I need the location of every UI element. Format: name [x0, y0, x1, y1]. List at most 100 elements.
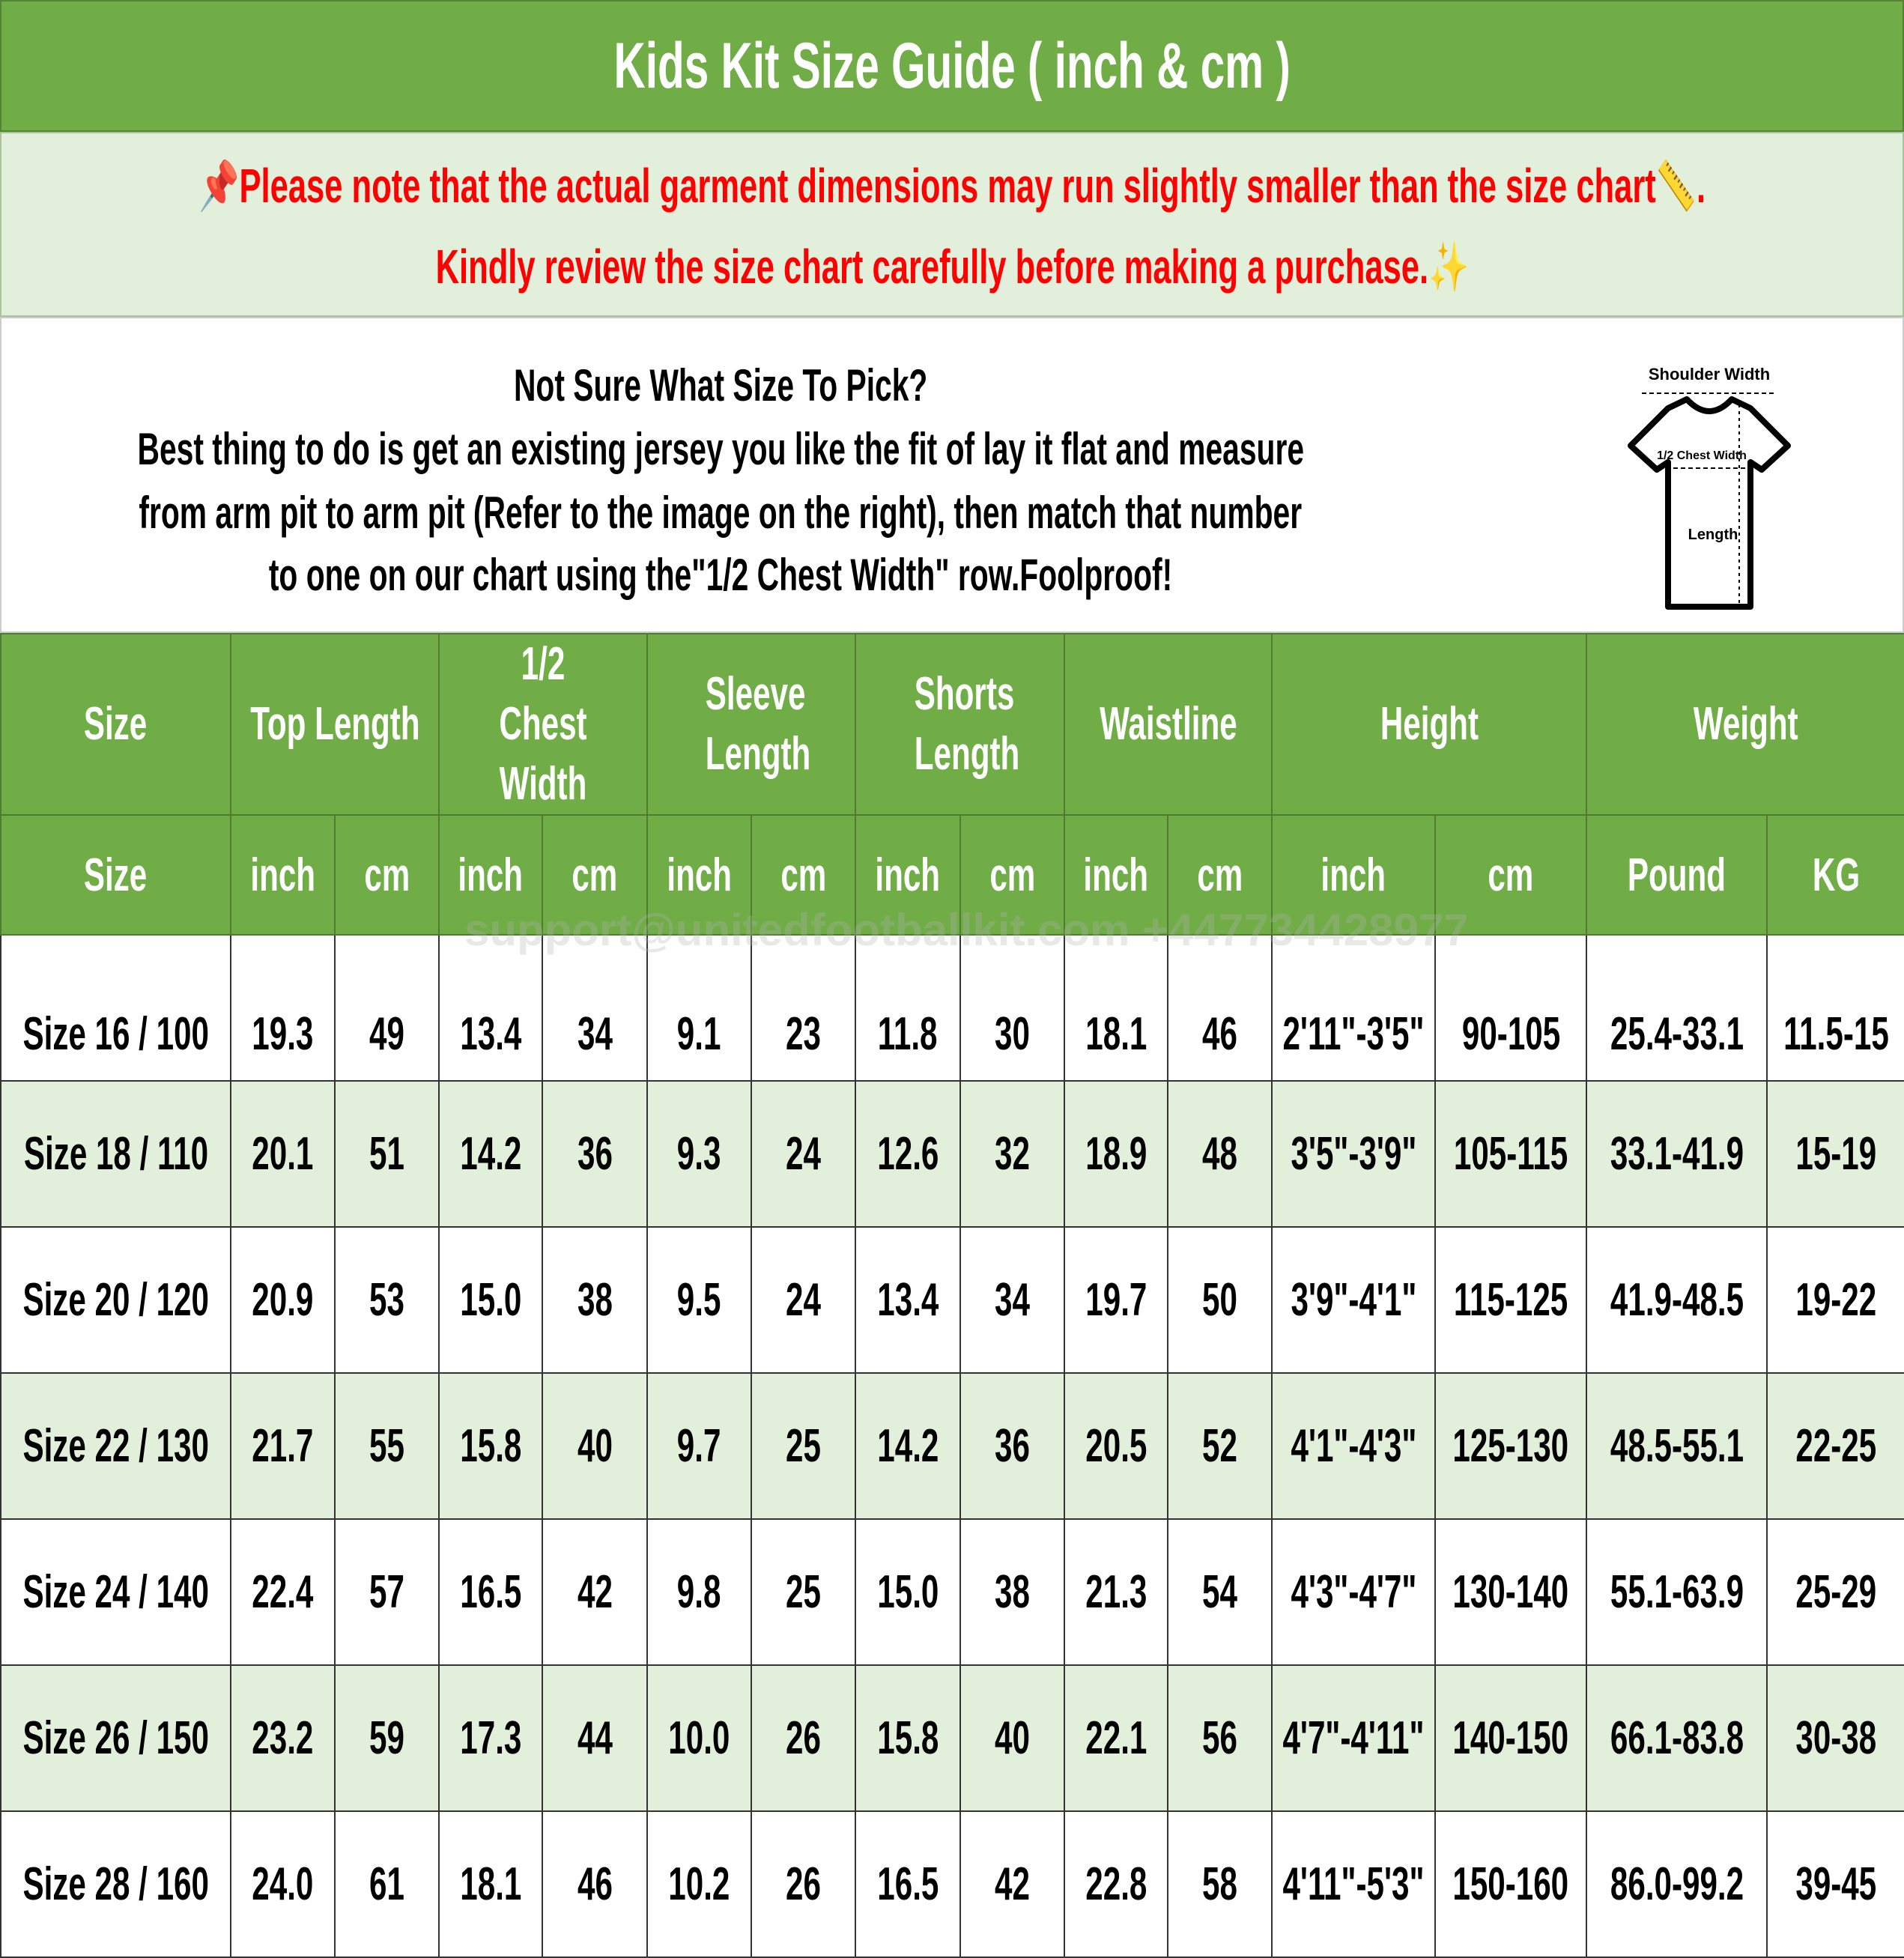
- size-cell: Size 18 / 110: [0, 1080, 231, 1228]
- chest-width-label: 1/2 Chest Width: [1657, 449, 1747, 462]
- unit-header: cm: [542, 814, 649, 936]
- value-cell: 32: [959, 1080, 1066, 1228]
- value-cell: 9.7: [646, 1372, 753, 1520]
- value-cell: 86.0-99.2: [1586, 1810, 1768, 1958]
- header-row-units: Size inch cm inch cm inch cm inch cm inch cm inch cm…: [0, 814, 1904, 936]
- value-cell: 38: [542, 1226, 649, 1374]
- column-group-header: 1/2 Chest Width: [438, 633, 649, 816]
- unit-header: Size: [0, 814, 231, 936]
- value-cell: 41.9-48.5: [1586, 1226, 1768, 1374]
- value-cell: 56: [1167, 1664, 1273, 1812]
- value-cell: 24.0: [230, 1810, 336, 1958]
- value-cell: 55: [333, 1372, 440, 1520]
- value-cell: 26: [751, 1810, 857, 1958]
- unit-header: inch: [230, 814, 336, 936]
- value-cell: 3'5"-3'9": [1271, 1080, 1437, 1228]
- value-cell: 18.1: [438, 1810, 544, 1958]
- value-cell: 9.3: [646, 1080, 753, 1228]
- column-group-header: Size: [0, 633, 231, 816]
- value-cell: 30: [959, 934, 1066, 1082]
- value-cell: 25: [751, 1518, 857, 1666]
- info-line: to one on our chart using the"1/2 Chest …: [268, 550, 1173, 600]
- size-cell: Size 26 / 150: [0, 1664, 231, 1812]
- value-cell: 15.0: [438, 1226, 544, 1374]
- value-cell: 42: [542, 1518, 649, 1666]
- notice-banner: 📌Please note that the actual garment dim…: [0, 132, 1904, 317]
- info-line: Best thing to do is get an existing jers…: [137, 424, 1304, 474]
- value-cell: 18.9: [1064, 1080, 1169, 1228]
- pushpin-icon: 📌: [198, 159, 240, 213]
- column-group-header: Top Length: [229, 633, 440, 816]
- value-cell: 22-25: [1766, 1372, 1904, 1520]
- value-cell: 11.8: [855, 934, 962, 1082]
- value-cell: 15.8: [855, 1664, 962, 1812]
- value-cell: 36: [542, 1080, 649, 1228]
- column-group-header: Shorts Length: [855, 633, 1066, 816]
- value-cell: 20.5: [1064, 1372, 1169, 1520]
- value-cell: 61: [333, 1810, 440, 1958]
- value-cell: 36: [959, 1372, 1066, 1520]
- value-cell: 16.5: [438, 1518, 544, 1666]
- value-cell: 4'3"-4'7": [1271, 1518, 1437, 1666]
- table-row: Size 22 / 130 21.7 55 15.8 40 9.7 25 14.2 36 20.5…: [0, 1372, 1904, 1520]
- value-cell: 52: [1167, 1372, 1273, 1520]
- size-cell: Size 22 / 130: [0, 1372, 231, 1520]
- value-cell: 22.4: [230, 1518, 336, 1666]
- value-cell: 25.4-33.1: [1586, 934, 1768, 1082]
- value-cell: 9.1: [646, 934, 753, 1082]
- value-cell: 44: [542, 1664, 649, 1812]
- value-cell: 4'11"-5'3": [1271, 1810, 1437, 1958]
- unit-header: inch: [855, 814, 962, 936]
- value-cell: 40: [542, 1372, 649, 1520]
- value-cell: 90-105: [1434, 934, 1588, 1082]
- value-cell: 51: [333, 1080, 440, 1228]
- value-cell: 140-150: [1434, 1664, 1588, 1812]
- value-cell: 48: [1167, 1080, 1273, 1228]
- value-cell: 4'7"-4'11": [1271, 1664, 1437, 1812]
- value-cell: 33.1-41.9: [1586, 1080, 1768, 1228]
- value-cell: 46: [1167, 934, 1273, 1082]
- value-cell: 22.1: [1064, 1664, 1169, 1812]
- value-cell: 42: [959, 1810, 1066, 1958]
- tshirt-diagram-icon: Shoulder Width 1/2 Chest Width Length: [1628, 365, 1791, 610]
- shoulder-width-label: Shoulder Width: [1649, 365, 1770, 384]
- value-cell: 130-140: [1434, 1518, 1588, 1666]
- value-cell: 13.4: [855, 1226, 962, 1374]
- value-cell: 10.0: [646, 1664, 753, 1812]
- value-cell: 10.2: [646, 1810, 753, 1958]
- sparkles-icon: ✨: [1428, 240, 1469, 294]
- unit-header: inch: [646, 814, 753, 936]
- value-cell: 49: [333, 934, 440, 1082]
- length-label: Length: [1688, 527, 1738, 543]
- value-cell: 40: [959, 1664, 1066, 1812]
- table-row: Size 26 / 150 23.2 59 17.3 44 10.0 26 15.8 40 22.…: [0, 1664, 1904, 1812]
- value-cell: 24: [751, 1226, 857, 1374]
- value-cell: 54: [1167, 1518, 1273, 1666]
- column-group-header: Height: [1271, 633, 1588, 816]
- info-heading: Not Sure What Size To Pick?: [513, 360, 928, 410]
- info-line: from arm pit to arm pit (Refer to the im…: [139, 488, 1303, 538]
- size-cell: Size 28 / 160: [0, 1810, 231, 1958]
- value-cell: 13.4: [438, 934, 544, 1082]
- value-cell: 22.8: [1064, 1810, 1169, 1958]
- value-cell: 17.3: [438, 1664, 544, 1812]
- unit-header: inch: [438, 814, 544, 936]
- value-cell: 20.9: [230, 1226, 336, 1374]
- table-row: Size 28 / 160 24.0 61 18.1 46 10.2 26 16.5 42 22.…: [0, 1810, 1904, 1958]
- value-cell: 53: [333, 1226, 440, 1374]
- size-cell: Size 20 / 120: [0, 1226, 231, 1374]
- table-row: Size 24 / 140 22.4 57 16.5 42 9.8 25 15.0 38 21.3…: [0, 1518, 1904, 1666]
- value-cell: 25-29: [1766, 1518, 1904, 1666]
- unit-header: cm: [333, 814, 440, 936]
- unit-header: cm: [751, 814, 857, 936]
- value-cell: 20.1: [230, 1080, 336, 1228]
- notice-line-2: Kindly review the size chart carefully b…: [435, 240, 1428, 294]
- value-cell: 38: [959, 1518, 1066, 1666]
- unit-header: Pound: [1586, 814, 1768, 936]
- value-cell: 34: [542, 934, 649, 1082]
- value-cell: 23: [751, 934, 857, 1082]
- value-cell: 14.2: [438, 1080, 544, 1228]
- value-cell: 26: [751, 1664, 857, 1812]
- unit-header: cm: [959, 814, 1066, 936]
- ruler-icon: 📏: [1655, 159, 1697, 213]
